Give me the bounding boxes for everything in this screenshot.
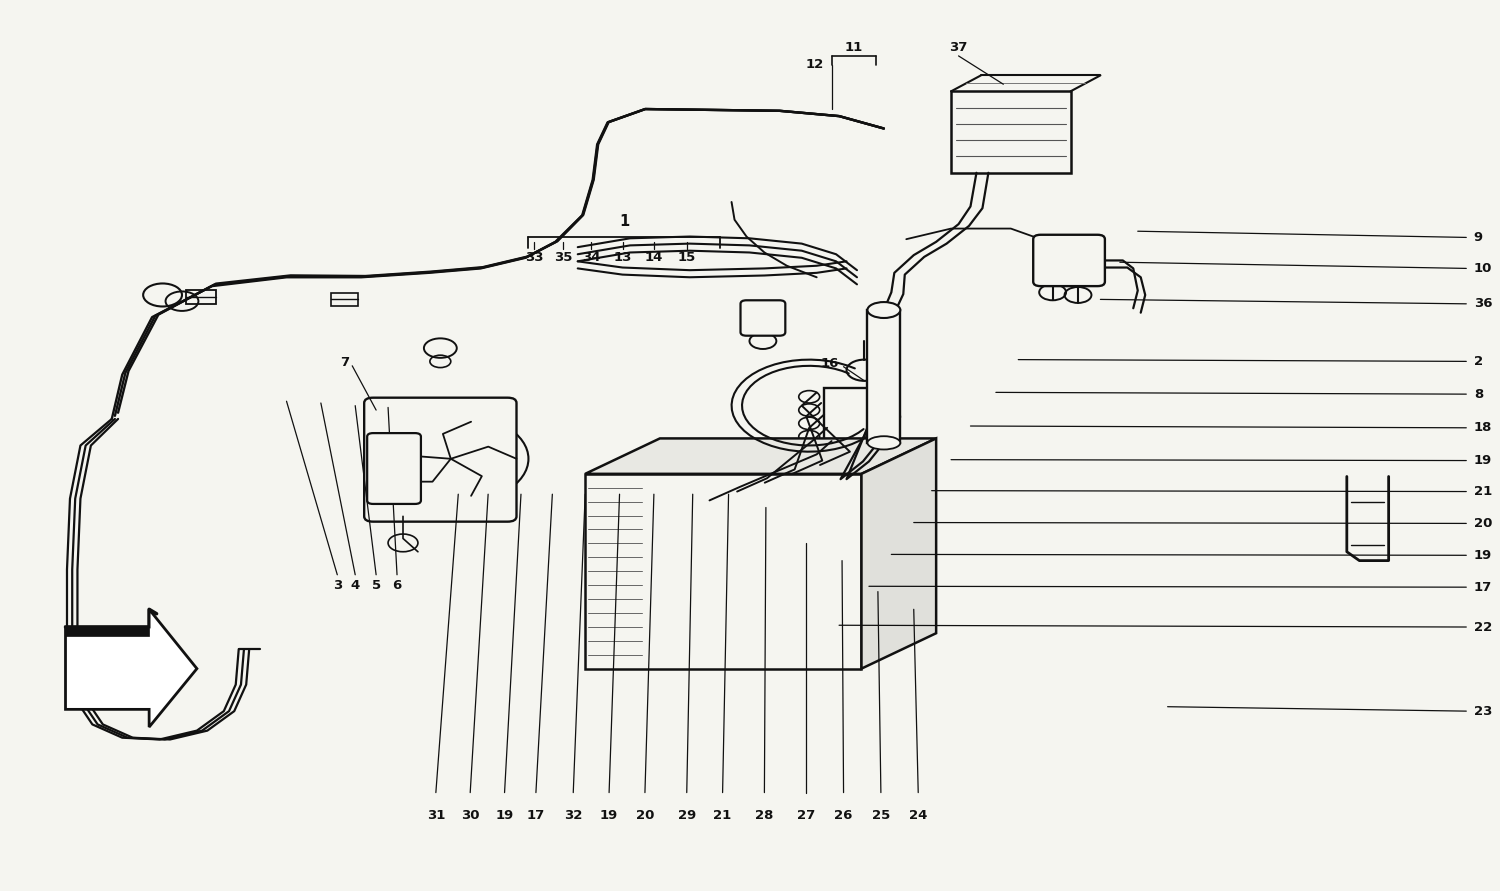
Text: 31: 31 xyxy=(426,808,445,822)
Text: 35: 35 xyxy=(554,250,572,264)
Text: 21: 21 xyxy=(714,808,732,822)
Text: 20: 20 xyxy=(636,808,654,822)
Text: 36: 36 xyxy=(1474,298,1492,310)
Text: 2: 2 xyxy=(1474,355,1484,368)
Text: 3: 3 xyxy=(333,579,342,593)
Text: 26: 26 xyxy=(834,808,852,822)
Bar xyxy=(824,388,876,446)
Text: 23: 23 xyxy=(1474,705,1492,717)
Text: 19: 19 xyxy=(600,808,618,822)
Text: 18: 18 xyxy=(1474,421,1492,434)
Text: 30: 30 xyxy=(460,808,480,822)
Text: 22: 22 xyxy=(1474,620,1492,634)
Circle shape xyxy=(376,405,386,410)
Text: 5: 5 xyxy=(372,579,381,593)
Text: 19: 19 xyxy=(495,808,513,822)
Text: 24: 24 xyxy=(909,808,927,822)
Text: 9: 9 xyxy=(1474,231,1484,244)
Polygon shape xyxy=(861,438,936,668)
FancyBboxPatch shape xyxy=(364,397,516,521)
Bar xyxy=(951,91,1071,173)
Ellipse shape xyxy=(867,302,900,318)
Text: 20: 20 xyxy=(1474,517,1492,530)
Bar xyxy=(622,492,824,651)
Bar xyxy=(332,293,358,306)
Text: 19: 19 xyxy=(1474,549,1492,562)
Text: 8: 8 xyxy=(1474,388,1484,401)
Text: 17: 17 xyxy=(1474,581,1492,593)
FancyBboxPatch shape xyxy=(368,433,422,504)
Text: 32: 32 xyxy=(564,808,582,822)
Text: 17: 17 xyxy=(526,808,544,822)
Bar xyxy=(608,483,838,659)
Text: 14: 14 xyxy=(645,250,663,264)
Bar xyxy=(186,290,216,304)
Text: 7: 7 xyxy=(340,356,350,369)
Text: 10: 10 xyxy=(1474,262,1492,275)
Ellipse shape xyxy=(867,437,900,449)
Text: 33: 33 xyxy=(525,250,543,264)
Text: 29: 29 xyxy=(678,808,696,822)
Text: 11: 11 xyxy=(844,41,862,54)
Text: 21: 21 xyxy=(1474,485,1492,498)
Text: 37: 37 xyxy=(950,41,968,54)
FancyBboxPatch shape xyxy=(741,300,786,336)
Text: 25: 25 xyxy=(871,808,889,822)
Circle shape xyxy=(490,510,500,515)
Text: 4: 4 xyxy=(351,579,360,593)
Text: 28: 28 xyxy=(754,808,774,822)
Text: 16: 16 xyxy=(821,356,839,370)
Text: 13: 13 xyxy=(614,250,632,264)
Polygon shape xyxy=(66,627,148,636)
Polygon shape xyxy=(585,438,936,474)
Text: 19: 19 xyxy=(1474,454,1492,467)
Bar xyxy=(867,310,900,443)
Polygon shape xyxy=(585,474,861,668)
Text: 27: 27 xyxy=(796,808,816,822)
Text: 15: 15 xyxy=(678,250,696,264)
Circle shape xyxy=(490,405,500,410)
FancyBboxPatch shape xyxy=(1034,234,1106,286)
Circle shape xyxy=(376,510,386,515)
Text: 34: 34 xyxy=(582,250,600,264)
Text: 1: 1 xyxy=(620,214,628,229)
Polygon shape xyxy=(66,609,196,727)
Text: 12: 12 xyxy=(806,58,824,71)
Text: 6: 6 xyxy=(393,579,402,593)
